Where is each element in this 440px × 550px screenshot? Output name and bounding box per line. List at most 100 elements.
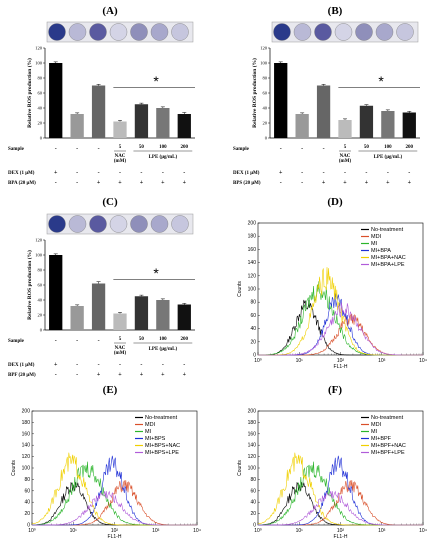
significance-star: * bbox=[153, 265, 159, 281]
row2-label: BPA (20 μM) bbox=[8, 181, 36, 186]
y-tick-label: 40 bbox=[38, 298, 43, 303]
y-axis-label: Relative ROS production (%) bbox=[26, 250, 33, 320]
row1-cell: - bbox=[119, 170, 121, 176]
sample-cell: 50 bbox=[139, 337, 145, 342]
sample-cell: - bbox=[76, 146, 78, 152]
y-tick-label: 40 bbox=[250, 500, 256, 506]
well-1 bbox=[48, 23, 66, 41]
row1-cell: - bbox=[98, 170, 100, 176]
well-plate-strip bbox=[46, 213, 194, 235]
y-tick-label: 200 bbox=[22, 409, 31, 415]
plot-frame bbox=[31, 410, 198, 526]
x-tick-label: 10³ bbox=[378, 358, 386, 364]
bar-chart-c: 0 20 40 60 80 100 120 Relative ROS production (… bbox=[8, 213, 195, 378]
y-tick-label: 160 bbox=[248, 247, 257, 253]
y-tick-label: 120 bbox=[248, 273, 257, 279]
legend-label: MI+BPF+LPE bbox=[371, 450, 405, 456]
y-tick-label: 140 bbox=[248, 260, 257, 266]
y-axis-label: Counts bbox=[237, 281, 243, 297]
y-tick-label: 20 bbox=[24, 511, 30, 517]
well-1 bbox=[273, 23, 291, 41]
bar-5 bbox=[134, 104, 149, 138]
sample-cell: 50 bbox=[364, 145, 370, 150]
nac-unit: (mM) bbox=[114, 351, 127, 356]
row2-cell: + bbox=[140, 372, 144, 378]
y-tick-label: 20 bbox=[38, 313, 43, 318]
row2-cell: + bbox=[365, 180, 369, 186]
bar-4 bbox=[113, 121, 127, 138]
lpe-label: LPE (μg/mL) bbox=[149, 347, 178, 352]
significance-star: * bbox=[378, 73, 384, 89]
well-2 bbox=[293, 23, 312, 41]
row1-cell: - bbox=[140, 362, 142, 368]
row2-label: BPF (20 μM) bbox=[8, 373, 36, 378]
y-tick-label: 120 bbox=[35, 46, 43, 51]
y-tick-label: 100 bbox=[35, 253, 43, 258]
legend-label: No-treatment bbox=[371, 227, 404, 233]
bar-7 bbox=[402, 112, 416, 138]
flow-histogram-d: 0 20 40 60 80 100 120 140 160 180 200 10⁰ 10¹ 10² 10³ 1… bbox=[237, 221, 427, 371]
row1-cell: + bbox=[279, 170, 283, 176]
lpe-label: LPE (μg/mL) bbox=[374, 155, 403, 160]
well-4 bbox=[334, 23, 353, 41]
legend-label: MI+BPS+LPE bbox=[145, 450, 179, 456]
y-tick-label: 120 bbox=[248, 454, 257, 460]
row2-cell: - bbox=[301, 180, 303, 186]
row1-cell: - bbox=[162, 362, 164, 368]
row2-cell: + bbox=[183, 372, 187, 378]
bar-1 bbox=[274, 63, 288, 138]
sample-cell: 100 bbox=[159, 145, 167, 150]
row1-label: DEX (1 μM) bbox=[8, 171, 35, 176]
sample-cell: 100 bbox=[384, 145, 392, 150]
y-tick-label: 40 bbox=[250, 326, 256, 332]
bar-3 bbox=[91, 283, 106, 330]
row2-cell: - bbox=[76, 372, 78, 378]
bar-1 bbox=[49, 63, 63, 138]
x-axis-label: FL1-H bbox=[108, 534, 122, 540]
y-tick-label: 120 bbox=[22, 454, 31, 460]
row1-cell: - bbox=[76, 362, 78, 368]
panel-letter-e: (E) bbox=[102, 384, 118, 396]
nac-unit: (mM) bbox=[339, 159, 352, 164]
x-axis-label: FL1-H bbox=[334, 364, 348, 370]
histogram-series-6 bbox=[258, 302, 423, 356]
row2-cell: + bbox=[140, 180, 144, 186]
sample-row-label: Sample bbox=[8, 147, 25, 152]
bar-5 bbox=[134, 296, 149, 330]
row2-cell: + bbox=[161, 180, 165, 186]
y-tick-label: 180 bbox=[248, 234, 257, 240]
y-axis-label: Counts bbox=[237, 460, 243, 476]
histogram-series-1 bbox=[258, 481, 423, 526]
bar-2 bbox=[295, 114, 309, 138]
y-axis-label: Counts bbox=[11, 460, 17, 476]
y-tick-label: 60 bbox=[24, 488, 30, 494]
x-tick-label: 10² bbox=[337, 358, 345, 364]
sample-cell: 5 bbox=[119, 145, 122, 150]
row2-cell: + bbox=[322, 180, 326, 186]
well-6 bbox=[150, 23, 169, 41]
legend-label: MI bbox=[371, 241, 378, 247]
row2-cell: + bbox=[97, 372, 101, 378]
row2-cell: + bbox=[118, 180, 122, 186]
bar-4 bbox=[338, 120, 352, 138]
x-tick-label: 10¹ bbox=[296, 528, 304, 534]
legend-label: No-treatment bbox=[371, 415, 404, 421]
y-tick-label: 60 bbox=[250, 488, 256, 494]
row1-cell: - bbox=[119, 362, 121, 368]
x-tick-label: 10⁰ bbox=[254, 528, 262, 534]
x-tick-label: 10³ bbox=[152, 528, 160, 534]
x-axis-label: FL1-H bbox=[334, 534, 348, 540]
y-tick-label: 200 bbox=[248, 221, 257, 227]
row2-cell: + bbox=[97, 180, 101, 186]
flow-histogram-f: 0 20 40 60 80 100 120 140 160 180 200 10⁰ 10¹ 10² 10³ 1… bbox=[237, 409, 427, 541]
legend-label: MI bbox=[371, 429, 378, 435]
well-7 bbox=[171, 215, 189, 233]
sample-cell: 100 bbox=[159, 337, 167, 342]
row2-cell: + bbox=[408, 180, 412, 186]
well-3 bbox=[314, 23, 332, 41]
y-tick-label: 80 bbox=[38, 268, 43, 273]
row2-cell: + bbox=[118, 372, 122, 378]
well-2 bbox=[68, 23, 87, 41]
legend-label: MI bbox=[145, 429, 152, 435]
well-2 bbox=[68, 215, 87, 233]
